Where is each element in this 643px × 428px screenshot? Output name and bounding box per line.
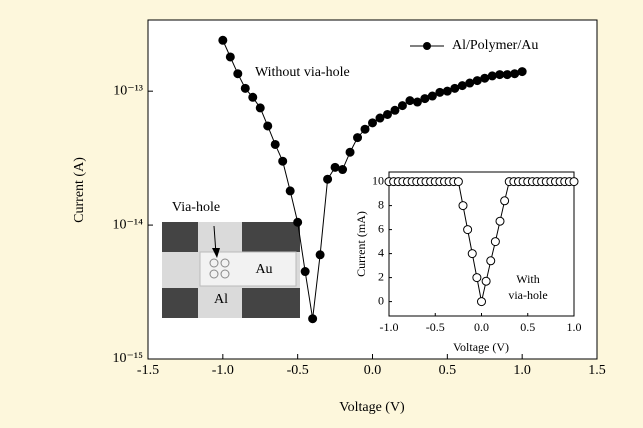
annotation: via-hole (508, 288, 547, 302)
y-tick-label: 10⁻¹³ (113, 83, 143, 98)
annotation: Al (214, 292, 228, 307)
data-point (420, 94, 430, 104)
y-tick-label: 10⁻¹⁴ (113, 217, 144, 232)
data-point (315, 250, 325, 260)
data-point (487, 71, 497, 81)
data-point (465, 78, 475, 88)
annotation: Au (255, 262, 272, 277)
data-point (300, 267, 310, 277)
data-point (353, 133, 363, 143)
annotation: Without via-hole (255, 65, 350, 80)
data-point (453, 177, 463, 187)
x-tick-label: 1.5 (588, 363, 606, 378)
data-point (467, 249, 477, 259)
y-tick-label: 0 (378, 293, 384, 307)
data-point (472, 76, 482, 86)
data-point (255, 103, 265, 113)
data-point (481, 276, 491, 286)
data-point (457, 81, 467, 91)
data-point (308, 314, 318, 324)
data-point (382, 109, 392, 119)
data-point (323, 174, 333, 184)
y-tick-label: 10⁻¹⁵ (113, 351, 144, 366)
x-tick-label: -1.5 (137, 363, 159, 378)
x-axis-label: Voltage (V) (339, 400, 405, 415)
data-point (293, 217, 303, 227)
data-point (345, 147, 355, 157)
x-tick-label: -0.5 (426, 320, 445, 334)
data-point (480, 73, 490, 83)
x-tick-label: 0.0 (364, 363, 382, 378)
data-point (397, 101, 407, 111)
data-point (486, 256, 496, 266)
data-point (233, 69, 243, 79)
photo-inset (162, 222, 300, 318)
y-tick-label: 4 (378, 245, 384, 259)
data-point (569, 177, 579, 187)
data-point (412, 97, 422, 107)
y-tick-label: 6 (378, 221, 384, 235)
data-point (270, 139, 280, 149)
data-point (390, 105, 400, 115)
data-point (405, 96, 415, 106)
data-point (472, 273, 482, 283)
x-tick-label: 0.5 (520, 320, 535, 334)
y-axis-label: Current (mA) (354, 211, 368, 277)
x-tick-label: -1.0 (212, 363, 234, 378)
data-point (495, 70, 505, 80)
data-point (360, 124, 370, 134)
x-tick-label: 0.0 (474, 320, 489, 334)
x-axis-label: Voltage (V) (453, 340, 509, 354)
data-point (240, 83, 250, 93)
y-tick-label: 10 (372, 173, 384, 187)
data-point (495, 216, 505, 226)
y-tick-label: 2 (378, 269, 384, 283)
data-point (502, 70, 512, 80)
data-point (477, 297, 486, 307)
data-point (500, 196, 510, 206)
data-point (338, 165, 348, 175)
data-point (285, 186, 295, 196)
legend-label: Al/Polymer/Au (452, 38, 538, 53)
annotation: Via-hole (172, 200, 220, 215)
x-tick-label: -0.5 (287, 363, 309, 378)
data-point (218, 35, 228, 45)
data-point (458, 201, 468, 211)
data-point (427, 91, 437, 101)
annotation: With (516, 272, 540, 286)
data-point (375, 113, 385, 123)
x-tick-label: 0.5 (439, 363, 457, 378)
data-point (517, 67, 527, 77)
data-point (442, 86, 452, 96)
data-point (463, 225, 473, 235)
data-point (330, 162, 340, 172)
data-point (490, 237, 500, 247)
y-axis-label: Current (A) (72, 157, 87, 223)
y-tick-label: 8 (378, 197, 384, 211)
x-tick-label: 1.0 (567, 320, 582, 334)
data-point (368, 118, 377, 128)
x-tick-label: 1.0 (513, 363, 531, 378)
data-point (248, 92, 258, 102)
data-point (510, 69, 520, 79)
data-point (278, 156, 288, 166)
data-point (225, 52, 235, 62)
x-tick-label: -1.0 (380, 320, 399, 334)
data-point (450, 83, 460, 93)
data-point (435, 87, 445, 97)
data-point (263, 121, 273, 131)
legend-marker (423, 42, 431, 50)
